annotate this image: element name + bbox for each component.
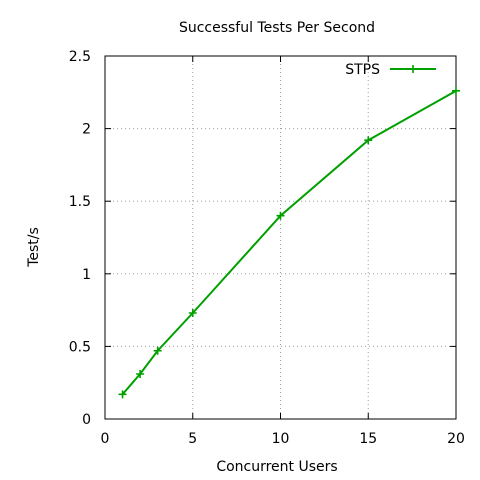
series-layer <box>118 86 460 399</box>
x-tick-label: 20 <box>447 431 465 447</box>
legend: STPS <box>345 62 436 78</box>
legend-marker-plus <box>409 65 417 73</box>
y-tick-label: 0 <box>82 412 91 428</box>
y-tick-label: 2 <box>82 122 91 138</box>
y-tick-label: 1 <box>82 267 91 283</box>
data-point-marker <box>452 86 460 95</box>
data-point-marker <box>153 346 162 355</box>
data-point-marker <box>118 390 127 399</box>
axis-ticks: 0 5 10 15 20 0 0.5 1 1.5 2 2.5 <box>69 49 465 447</box>
grid <box>105 56 456 419</box>
x-tick-label: 5 <box>188 431 197 447</box>
data-point-marker <box>188 309 197 318</box>
data-point-marker <box>136 369 145 378</box>
x-tick-label: 15 <box>359 431 377 447</box>
x-tick-label: 0 <box>101 431 110 447</box>
legend-label-stps: STPS <box>345 62 380 78</box>
x-axis-label: Concurrent Users <box>216 459 337 475</box>
y-axis-label: Test/s <box>26 227 42 268</box>
y-tick-label: 0.5 <box>69 339 91 355</box>
data-point-marker <box>276 211 285 220</box>
y-tick-label: 2.5 <box>69 49 91 65</box>
x-tick-label: 10 <box>272 431 290 447</box>
series-line-stps <box>121 89 457 395</box>
data-point-marker <box>364 136 373 145</box>
y-tick-label: 1.5 <box>69 194 91 210</box>
chart-title: Successful Tests Per Second <box>179 20 375 36</box>
